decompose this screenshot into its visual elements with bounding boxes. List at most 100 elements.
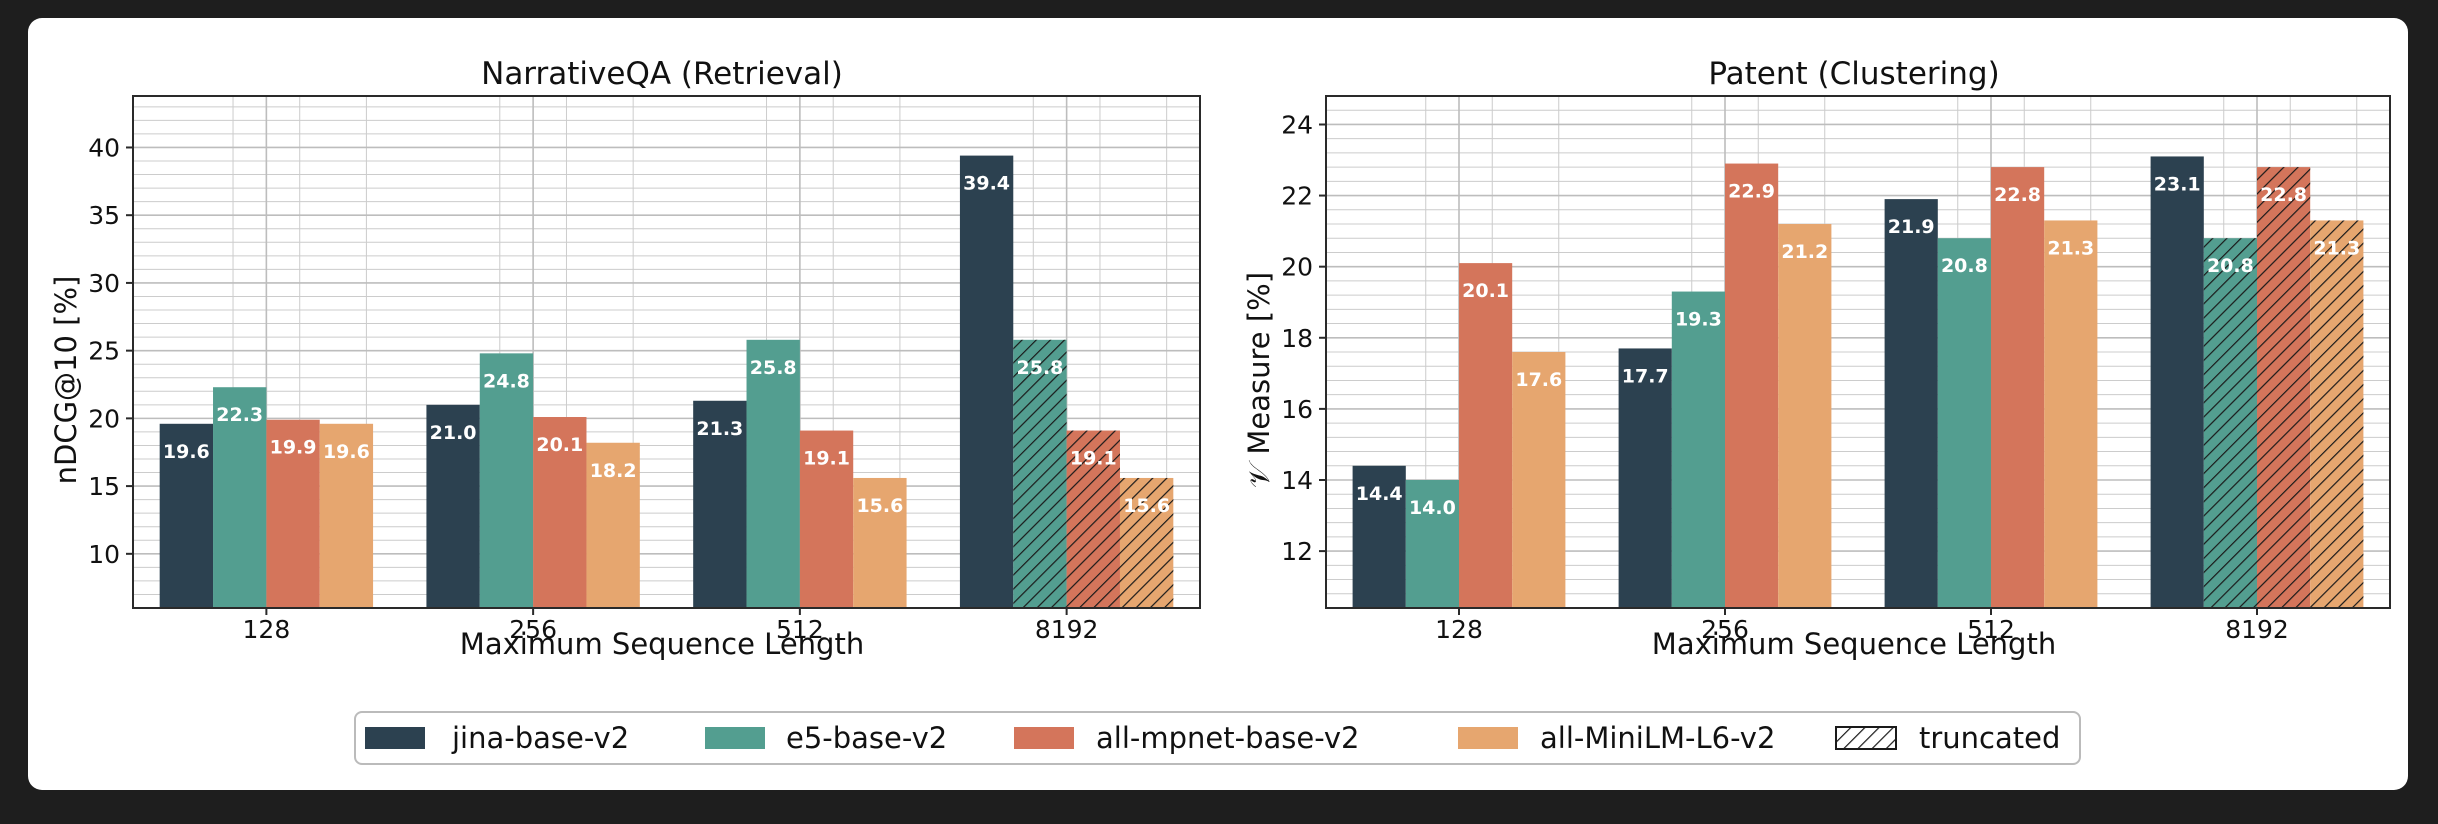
- chart-title: NarrativeQA (Retrieval): [481, 56, 843, 92]
- bar-jina-base-v2: [1618, 348, 1672, 608]
- bar-all-minilm-l6-v2: [1512, 352, 1566, 608]
- data-label: 17.7: [1622, 365, 1669, 387]
- data-label: 25.8: [1017, 357, 1064, 379]
- legend-swatch-jina-base-v2: [365, 727, 425, 749]
- data-label: 19.6: [323, 441, 370, 463]
- y-tick-label: 30: [88, 269, 120, 298]
- plot-frame: [1325, 95, 2391, 609]
- y-axis-ticks: 10 15 20 25 30 35 40: [88, 133, 133, 569]
- bar-hatch-e5-base-v2: [1013, 339, 1067, 608]
- figure-svg: NarrativeQA (Retrieval) 19.6 21.0 21.3 39.4…: [49, 56, 2391, 765]
- data-label: 19.9: [270, 437, 317, 459]
- data-label: 20.1: [536, 434, 583, 456]
- data-label: 20.8: [2207, 255, 2254, 277]
- data-label: 22.3: [216, 404, 263, 426]
- legend-label-e5-base-v2: e5-base-v2: [786, 721, 947, 755]
- data-label: 39.4: [963, 173, 1010, 195]
- data-label: 21.9: [1888, 216, 1935, 238]
- bar-jina-base-v2: [693, 400, 747, 608]
- data-label: 25.8: [750, 357, 797, 379]
- x-axis-ticks: 128 256 512 8192: [243, 608, 1099, 644]
- y-tick-label: 25: [88, 337, 120, 366]
- legend-swatch-e5-base-v2: [705, 727, 765, 749]
- bar-hatch-all-mpnet-base-v2: [1066, 430, 1120, 608]
- data-label: 21.2: [1781, 241, 1828, 263]
- x-tick-label: 128: [1435, 615, 1483, 644]
- bar-jina-base-v2: [1352, 465, 1406, 608]
- data-label: 21.3: [696, 418, 743, 440]
- y-tick-label: 16: [1281, 395, 1313, 424]
- bar-all-mpnet-base-v2: [1459, 263, 1513, 608]
- y-tick-label: 18: [1281, 324, 1313, 353]
- data-label: 23.1: [2154, 173, 2201, 195]
- y-tick-label: 12: [1281, 537, 1313, 566]
- bar-e5-base-v2: [1405, 480, 1459, 608]
- bar-all-mpnet-base-v2: [1725, 163, 1779, 609]
- data-label: 15.6: [1123, 495, 1170, 517]
- bar-all-minilm-l6-v2: [319, 423, 374, 608]
- x-tick-label: 256: [509, 615, 557, 644]
- bar-jina-base-v2: [1884, 199, 1938, 608]
- bar-e5-base-v2: [1937, 238, 1991, 608]
- data-label: 19.3: [1675, 309, 1722, 331]
- bar-all-mpnet-base-v2: [533, 417, 587, 608]
- bar-e5-base-v2: [213, 387, 267, 608]
- plot-border: [1325, 95, 2391, 609]
- patent-chart-panel: Patent (Clustering) 14.4 17.7 21.9 23.1 14.0…: [1242, 56, 2391, 661]
- x-axis-ticks: 128 256 512 8192: [1435, 608, 2289, 644]
- data-label: 22.9: [1728, 181, 1775, 203]
- x-tick-label: 8192: [2225, 615, 2289, 644]
- data-label: 20.1: [1462, 280, 1509, 302]
- y-tick-label: 22: [1281, 182, 1313, 211]
- bar-hatch-all-minilm-l6-v2: [2310, 220, 2364, 608]
- bar-group: 14.4 17.7 21.9 23.1 14.0 19.3 20.8 20.8 20.1 22.9…: [1352, 156, 2364, 609]
- legend-label-all-mpnet-base-v2: all-mpnet-base-v2: [1096, 721, 1360, 755]
- data-label: 19.6: [163, 441, 210, 463]
- y-tick-label: 10: [88, 540, 120, 569]
- data-label: 22.8: [2260, 184, 2307, 206]
- x-tick-label: 512: [1967, 615, 2015, 644]
- y-tick-label: 20: [1281, 253, 1313, 282]
- bar-jina-base-v2: [2150, 156, 2204, 608]
- figure-card: NarrativeQA (Retrieval) 19.6 21.0 21.3 39.4…: [28, 18, 2408, 790]
- legend-label-truncated: truncated: [1919, 721, 2060, 755]
- legend-swatch-all-minilm-l6-v2: [1458, 727, 1518, 749]
- x-tick-label: 128: [243, 615, 291, 644]
- bar-e5-base-v2: [1671, 291, 1725, 608]
- y-tick-label: 15: [88, 472, 120, 501]
- bar-all-minilm-l6-v2: [586, 442, 640, 608]
- data-label: 17.6: [1515, 369, 1562, 391]
- bar-all-minilm-l6-v2: [1778, 224, 1832, 608]
- bar-jina-base-v2: [159, 423, 214, 608]
- y-axis-label: 𝒱 Measure [%]: [1242, 272, 1276, 488]
- legend: jina-base-v2 e5-base-v2 all-mpnet-base-v…: [354, 711, 2081, 765]
- narrativeqa-chart-panel: NarrativeQA (Retrieval) 19.6 21.0 21.3 39.4…: [49, 56, 1201, 661]
- bar-jina-base-v2: [426, 404, 480, 608]
- bar-all-mpnet-base-v2: [266, 419, 320, 608]
- data-label: 19.1: [1070, 448, 1117, 470]
- y-tick-label: 20: [88, 404, 120, 433]
- bar-e5-base-v2: [479, 353, 534, 608]
- data-label: 19.1: [803, 448, 850, 470]
- bar-hatch-e5-base-v2: [2203, 238, 2257, 608]
- legend-swatch-all-mpnet-base-v2: [1014, 727, 1074, 749]
- plot-frame: [132, 95, 1201, 609]
- bar-all-mpnet-base-v2: [1991, 167, 2045, 608]
- bar-hatch-all-mpnet-base-v2: [2257, 167, 2311, 608]
- data-label: 20.8: [1941, 255, 1988, 277]
- x-tick-label: 8192: [1035, 615, 1099, 644]
- data-label: 21.3: [2047, 237, 2094, 259]
- data-label: 15.6: [856, 495, 903, 517]
- bar-e5-base-v2: [746, 339, 800, 608]
- data-label: 21.3: [2313, 237, 2360, 259]
- x-axis-label: Maximum Sequence Length: [460, 627, 864, 661]
- bar-hatch-all-minilm-l6-v2: [1119, 477, 1174, 608]
- data-label: 18.2: [590, 460, 637, 482]
- data-label: 24.8: [483, 370, 530, 392]
- data-label: 22.8: [1994, 184, 2041, 206]
- data-label: 21.0: [430, 422, 477, 444]
- legend-label-all-minilm-l6-v2: all-MiniLM-L6-v2: [1540, 721, 1775, 755]
- legend-label-jina-base-v2: jina-base-v2: [451, 721, 629, 755]
- y-tick-label: 40: [88, 133, 120, 162]
- bar-all-minilm-l6-v2: [2044, 220, 2098, 608]
